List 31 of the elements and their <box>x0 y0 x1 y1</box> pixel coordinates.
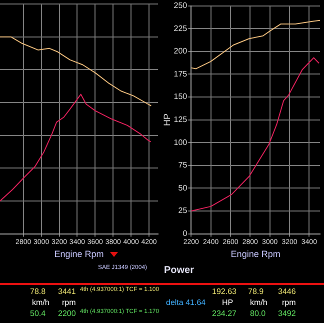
text: delta 41.64 <box>166 298 206 307</box>
y-tick-label: 250 <box>174 1 188 10</box>
text: 2200 <box>58 309 76 318</box>
y-axis-title: HP <box>162 114 172 126</box>
text: km/h <box>250 298 268 307</box>
y-tick-label: 0 <box>182 229 188 238</box>
y-tick-label: 150 <box>174 92 188 102</box>
text: 3492 <box>278 309 296 318</box>
y-tick-label: 225 <box>174 24 188 33</box>
text: 78.8 <box>30 287 46 296</box>
y-tick-label: 25 <box>178 206 188 216</box>
text: 80.0 <box>250 309 266 318</box>
y-tick-label: 125 <box>174 115 188 124</box>
text: 234.27 <box>212 309 236 318</box>
x-axis-title: Engine Rpm <box>230 249 280 260</box>
text: rpm <box>282 298 296 307</box>
y-tick-label: 100 <box>174 138 188 147</box>
text: 78.9 <box>248 287 264 296</box>
text: 3446 <box>278 287 296 296</box>
text: HP <box>222 298 234 307</box>
y-tick-label: 175 <box>174 69 188 78</box>
text: 192.63 <box>212 287 236 296</box>
text: 50.4 <box>30 309 46 318</box>
y-tick-label: 200 <box>174 46 188 56</box>
y-tick-label: 50 <box>178 183 188 192</box>
text: km/h <box>32 298 50 307</box>
x-axis-title: Engine Rpm <box>54 249 104 260</box>
text: rpm <box>62 298 76 307</box>
text: Power <box>164 265 194 276</box>
y-tick-label: 75 <box>178 160 188 170</box>
text: 3441 <box>58 287 76 296</box>
